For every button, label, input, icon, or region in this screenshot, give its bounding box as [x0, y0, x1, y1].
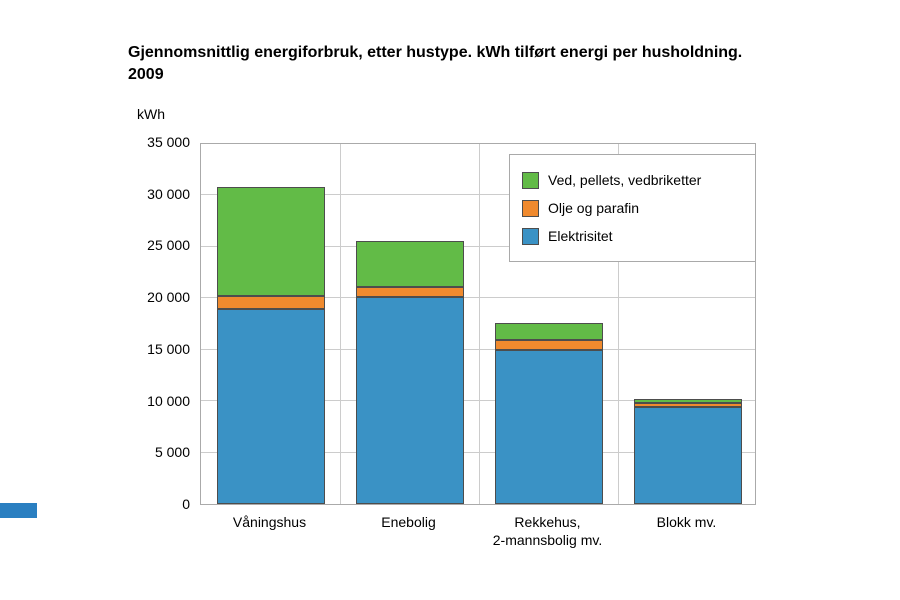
y-tick-label: 20 000: [147, 289, 190, 306]
bar-segment-elektrisitet: [216, 308, 325, 504]
y-tick-label: 25 000: [147, 237, 190, 254]
x-category-label: Våningshus: [232, 514, 307, 530]
gridline-horizontal: [201, 348, 755, 350]
gridline-vertical: [340, 144, 341, 504]
x-category-label: Blokk mv.: [656, 514, 717, 530]
chart-title: Gjennomsnittlig energiforbruk, etter hus…: [128, 44, 743, 83]
edge-blue-strip: [0, 503, 37, 518]
legend-item: Olje og parafin: [522, 195, 743, 221]
gridline-vertical: [618, 144, 619, 504]
legend-item: Ved, pellets, vedbriketter: [522, 167, 743, 193]
bar-segment-ved-pellets-vedbriketter: [494, 322, 603, 341]
gridline-horizontal: [201, 194, 755, 196]
bar-segment-olje-og-parafin: [494, 340, 603, 350]
y-tick-label: 0: [182, 496, 190, 512]
legend: Ved, pellets, vedbriketter Olje og parafi…: [509, 154, 756, 262]
gridline-horizontal: [201, 451, 755, 453]
bar-segment-ved-pellets-vedbriketter: [633, 399, 742, 404]
gridline-horizontal: [201, 400, 755, 402]
legend-swatch-icon: [522, 199, 539, 217]
y-axis-unit-label: kWh: [137, 106, 165, 122]
y-tick-label: 35 000: [147, 134, 190, 150]
bar-segment-ved-pellets-vedbriketter: [216, 187, 325, 297]
x-category-label: Rekkehus, 2-mannsbolig mv.: [492, 514, 603, 549]
legend-swatch-icon: [522, 227, 539, 245]
legend-label: Ved, pellets, vedbriketter: [548, 172, 702, 188]
y-tick-label: 15 000: [147, 340, 190, 357]
y-tick-label: 30 000: [147, 185, 190, 202]
legend-label: Olje og parafin: [548, 200, 640, 216]
bar-segment-elektrisitet: [355, 297, 464, 504]
bar-segment-elektrisitet: [633, 407, 742, 504]
gridline-vertical: [479, 144, 480, 504]
y-tick-label: 10 000: [147, 392, 190, 409]
bar-segment-olje-og-parafin: [216, 296, 325, 309]
legend-item: Elektrisitet: [522, 223, 743, 249]
legend-swatch-icon: [522, 171, 539, 189]
legend-label: Elektrisitet: [548, 228, 613, 244]
x-category-label: Enebolig: [381, 514, 436, 530]
y-tick-label: 5 000: [154, 444, 190, 461]
bar-segment-elektrisitet: [494, 349, 603, 504]
bar-segment-olje-og-parafin: [355, 286, 464, 298]
bar-segment-ved-pellets-vedbriketter: [355, 240, 464, 287]
gridline-horizontal: [201, 297, 755, 299]
bar-segment-olje-og-parafin: [633, 403, 742, 408]
gridline-horizontal: [201, 245, 755, 247]
